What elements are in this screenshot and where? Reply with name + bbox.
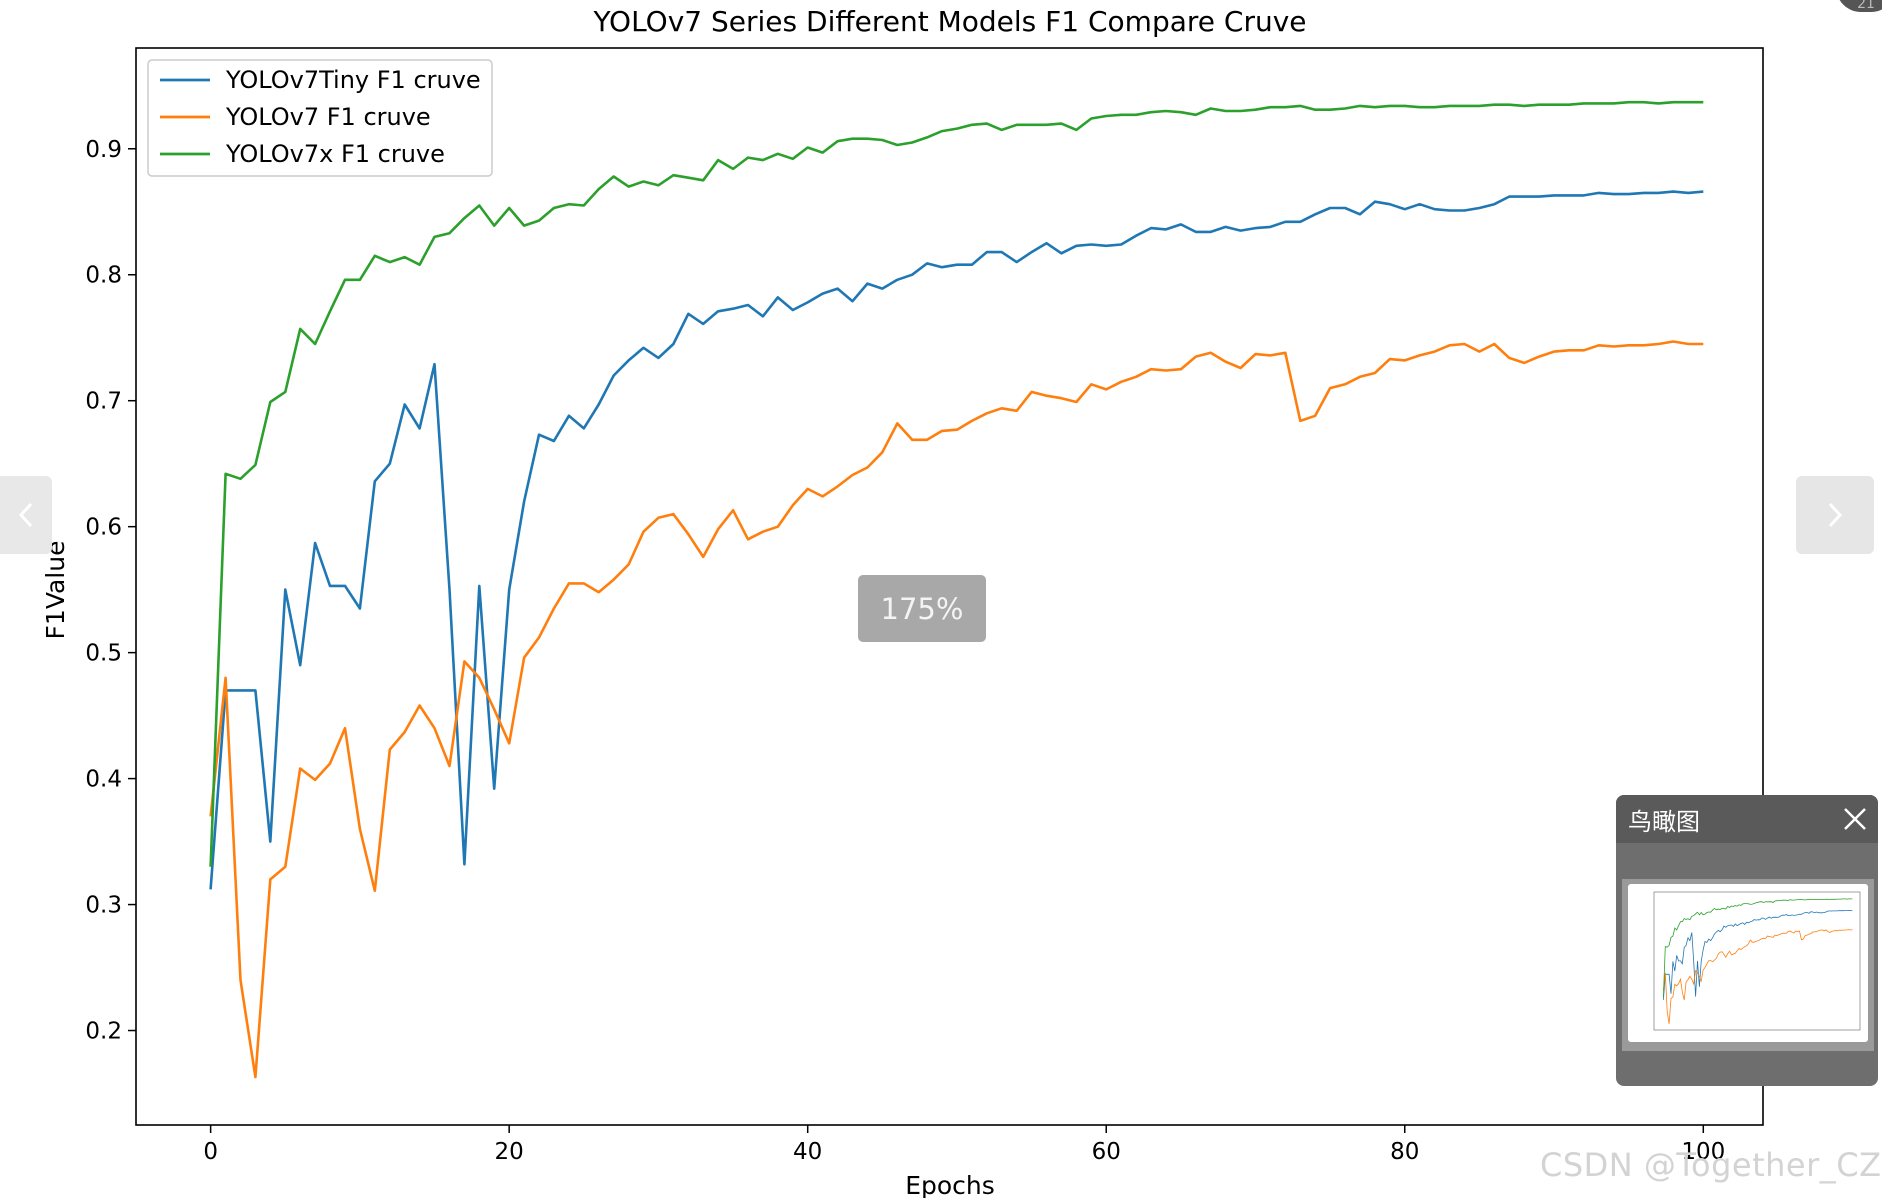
y-tick-label: 0.7 [85,389,122,415]
legend-label: YOLOv7Tiny F1 cruve [225,66,481,94]
series-line-2 [209,100,1704,867]
thumbnail-chart [1653,891,1861,1031]
birdseye-panel: 鸟瞰图 [1616,795,1878,1086]
next-image-button[interactable] [1796,476,1874,554]
thumbnail-frame [1653,891,1861,1031]
y-tick-label: 0.4 [85,767,122,793]
legend-box [147,59,493,177]
close-icon[interactable] [1842,806,1868,832]
birdseye-thumbnail[interactable] [1628,884,1868,1042]
series-line-0 [209,190,1704,890]
x-tick-label: 60 [1092,1139,1121,1165]
series-line-1 [209,340,1704,1079]
x-tick-label: 100 [1681,1139,1725,1165]
thumbnail-series-1 [1663,929,1853,1024]
y-tick-label: 0.3 [85,893,122,919]
legend-label: YOLOv7x F1 cruve [225,140,445,168]
y-axis-label: F1Value [41,541,70,640]
legend: YOLOv7Tiny F1 cruve YOLOv7 F1 cruve YOLOv7… [147,59,493,177]
birdseye-header: 鸟瞰图 [1616,795,1878,843]
y-tick-label: 0.8 [85,263,122,289]
y-tick-label: 0.9 [85,137,122,163]
y-tick-label: 0.6 [85,515,122,541]
x-axis-label: Epochs [905,1171,995,1198]
previous-image-button[interactable] [0,476,52,554]
legend-label: YOLOv7 F1 cruve [225,103,431,131]
x-tick-label: 20 [495,1139,524,1165]
x-tick-label: 40 [793,1139,822,1165]
chevron-left-icon [18,502,33,528]
watermark: CSDN @Together_CZ [1540,1146,1882,1184]
thumbnail-series-2 [1663,898,1853,997]
birdseye-title: 鸟瞰图 [1628,807,1700,836]
thumbnail-series-0 [1663,909,1853,1000]
y-tick-label: 0.2 [85,1019,122,1045]
x-tick-label: 0 [203,1139,218,1165]
x-tick-label: 80 [1390,1139,1419,1165]
chevron-right-icon [1828,502,1843,528]
zoom-level-indicator: 175% [858,575,986,642]
birdseye-viewport[interactable] [1622,879,1874,1051]
y-tick-label: 0.5 [85,641,122,667]
chart-title: YOLOv7 Series Different Models F1 Compar… [592,5,1306,38]
